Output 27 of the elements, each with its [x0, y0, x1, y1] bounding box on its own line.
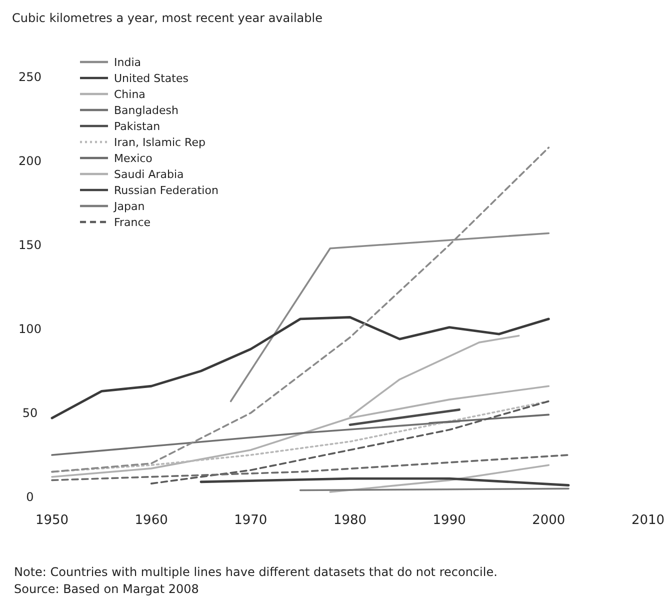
x-tick-label: 1950 — [35, 513, 69, 528]
chart-title: Cubic kilometres a year, most recent year available — [12, 11, 322, 25]
legend-label: United States — [114, 72, 189, 85]
y-tick-label: 200 — [18, 154, 42, 168]
x-tick-label: 1980 — [333, 513, 367, 528]
legend-label: France — [114, 216, 151, 229]
x-tick-label: 2000 — [532, 513, 566, 528]
y-tick-label: 250 — [18, 70, 42, 84]
legend-label: Iran, Islamic Rep — [114, 136, 206, 149]
y-tick-label: 50 — [22, 406, 38, 420]
legend-label: Mexico — [114, 152, 153, 165]
y-tick-label: 100 — [18, 322, 42, 336]
y-tick-label: 0 — [26, 490, 34, 504]
legend-label: Bangladesh — [114, 104, 179, 117]
legend-label: Pakistan — [114, 120, 160, 133]
text: Note: Countries with multiple lines have different datasets that do not reconcile. — [14, 565, 498, 579]
x-tick-label: 1960 — [134, 513, 168, 528]
x-tick-label: 1970 — [234, 513, 268, 528]
legend-label: Russian Federation — [114, 184, 218, 197]
source-note: Source: Based on Margat 2008 — [14, 582, 199, 596]
y-tick-label: 150 — [18, 238, 42, 252]
x-tick-label: 2010 — [631, 513, 665, 528]
legend-label: China — [114, 88, 146, 101]
legend-label: India — [114, 56, 141, 69]
legend-label: Saudi Arabia — [114, 168, 184, 181]
legend-label: Japan — [113, 200, 145, 213]
x-tick-label: 1990 — [432, 513, 466, 528]
